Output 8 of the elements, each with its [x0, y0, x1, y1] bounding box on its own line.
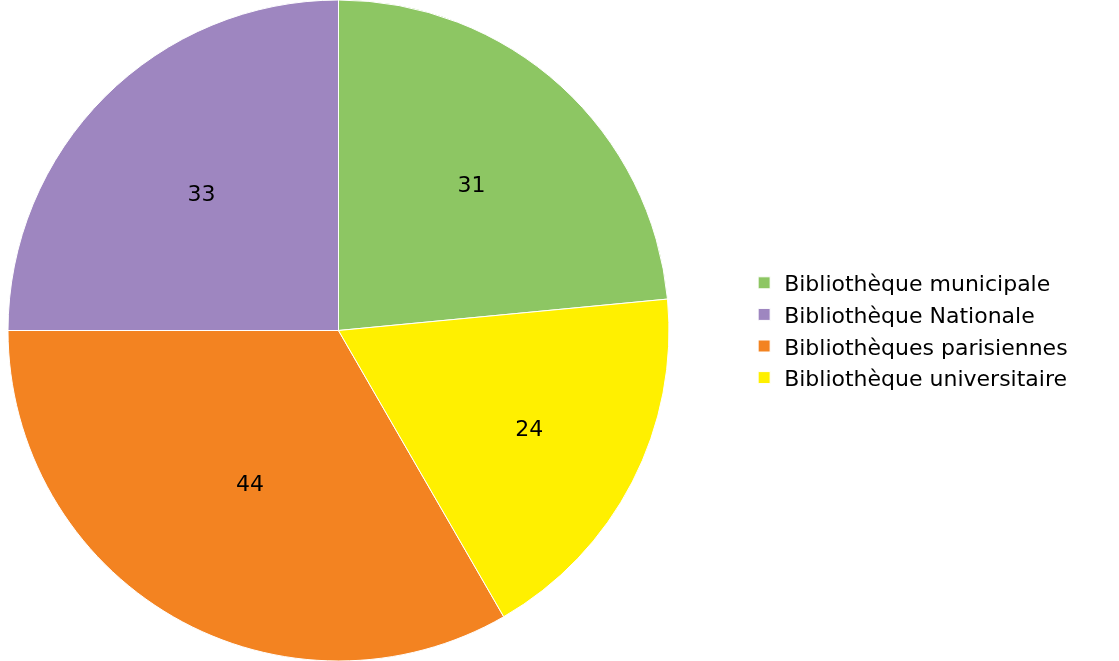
data-label: 24	[515, 416, 544, 442]
data-label: 44	[235, 471, 264, 497]
data-label: 33	[187, 181, 216, 207]
legend-label: Bibliothèque Nationale	[784, 302, 1035, 328]
legend-label: Bibliothèques parisiennes	[784, 334, 1068, 360]
legend-label: Bibliothèque municipale	[784, 271, 1051, 297]
legend-label: Bibliothèque universitaire	[784, 366, 1068, 392]
data-label: 31	[457, 171, 486, 197]
